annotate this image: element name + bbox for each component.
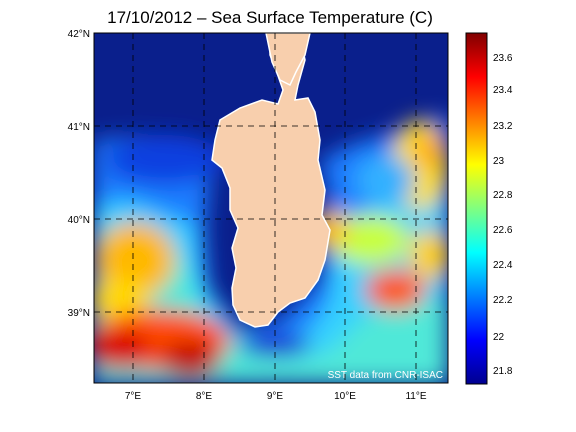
colorbar-tick-22: 22 [493,332,505,343]
colorbar-tick-22.4: 22.4 [493,260,513,271]
colorbar-tick-21.8: 21.8 [493,366,513,377]
colorbar-tick-23.4: 23.4 [493,85,513,96]
colorbar-tick-23.6: 23.6 [493,53,513,64]
colorbar-gradient [465,32,488,385]
lon-tick-10: 10°E [334,391,356,402]
latitude-ticks: 42°N 41°N 40°N 39°N [68,29,90,319]
lon-tick-7: 7°E [125,391,142,402]
sardinia-land [211,35,331,328]
colorbar-tick-23.2: 23.2 [493,121,513,132]
sst-field [94,115,448,383]
lat-tick-41: 41°N [68,122,90,133]
data-credit: SST data from CNR-ISAC [328,370,443,381]
lat-tick-42: 42°N [68,29,90,40]
grid-lines [94,33,448,383]
map-frame [93,32,449,384]
map-panel: SST data from CNR-ISAC [94,33,448,383]
chart-title: 17/10/2012 – Sea Surface Temperature (C) [107,8,433,27]
corsica-tip [265,33,311,87]
colorbar-tick-22.2: 22.2 [493,295,513,306]
colorbar: 23.6 23.4 23.2 23 22.8 22.6 22.4 22.2 22… [465,32,513,385]
longitude-ticks: 7°E 8°E 9°E 10°E 11°E [125,391,427,402]
colorbar-tick-22.8: 22.8 [493,190,513,201]
lon-tick-11: 11°E [405,391,426,402]
lon-tick-8: 8°E [196,391,213,402]
lon-tick-9: 9°E [267,391,284,402]
colorbar-tick-23: 23 [493,156,505,167]
lat-tick-39: 39°N [68,308,90,319]
colorbar-tick-22.6: 22.6 [493,225,513,236]
lat-tick-40: 40°N [68,215,90,226]
